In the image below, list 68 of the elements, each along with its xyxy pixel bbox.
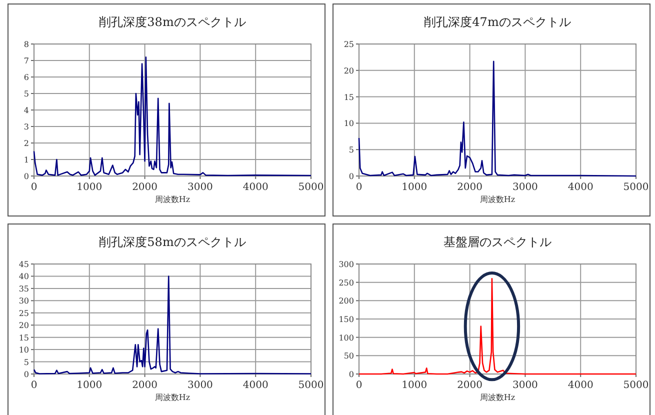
x-tick-label: 0 (356, 380, 362, 391)
y-tick-label: 10 (18, 346, 29, 355)
y-tick-label: 30 (18, 296, 29, 306)
y-tick-label: 20 (18, 321, 29, 330)
y-tick-label: 200 (338, 296, 354, 306)
y-tick-label: 3 (24, 122, 29, 132)
x-tick-label: 0 (30, 182, 38, 193)
x-tick-label: 0 (356, 182, 362, 193)
x-tick-label: 1000 (402, 380, 428, 391)
y-tick-label: 0 (348, 172, 354, 181)
y-tick-label: 7 (24, 56, 29, 66)
x-tick-label: 2000 (457, 182, 483, 193)
x-tick-label: 4000 (568, 380, 594, 391)
line-series (358, 60, 637, 177)
x-tick-label: 1000 (76, 380, 102, 391)
y-tick-label: 35 (18, 284, 29, 294)
x-axis-title: 周波数Hz (480, 195, 516, 204)
x-tick-label: 4000 (242, 182, 268, 193)
chart-title: 基盤層のスペクトル (444, 235, 552, 249)
x-tick-label: 5000 (623, 380, 649, 391)
y-tick-label: 5 (24, 90, 29, 98)
x-tick-label: 4000 (242, 380, 268, 391)
y-tick-label: 20 (344, 66, 354, 76)
y-tick-label: 5 (24, 358, 29, 367)
chart-title: 削孔深度47mのスペクトル (424, 15, 571, 29)
x-tick-label: 3000 (512, 182, 538, 193)
y-tick-label: 4 (24, 106, 29, 115)
x-tick-label: 3000 (187, 182, 213, 193)
y-tick-label: 50 (344, 352, 354, 361)
x-tick-label: 5000 (623, 182, 649, 193)
y-tick-label: 10 (344, 119, 354, 128)
y-tick-label: 100 (338, 333, 354, 342)
y-tick-label: 0 (348, 370, 354, 379)
x-tick-label: 2000 (132, 182, 158, 193)
y-tick-label: 1 (24, 156, 29, 164)
y-tick-label: 0 (24, 172, 29, 181)
x-tick-label: 1000 (76, 182, 102, 193)
x-tick-label: 2000 (457, 380, 483, 391)
y-tick-label: 300 (338, 260, 354, 269)
x-tick-label: 1000 (402, 182, 428, 193)
y-tick-label: 250 (338, 278, 354, 288)
x-tick-label: 5000 (298, 182, 324, 193)
y-tick-label: 15 (18, 333, 29, 342)
y-tick-label: 45 (18, 260, 29, 269)
x-tick-label: 3000 (512, 380, 538, 391)
x-axis-title: 周波数Hz (480, 393, 516, 402)
x-tick-label: 3000 (187, 380, 213, 391)
y-tick-label: 2 (24, 139, 29, 148)
x-tick-label: 4000 (568, 182, 594, 193)
x-axis-title: 周波数Hz (154, 195, 190, 204)
y-tick-label: 40 (18, 272, 29, 282)
y-tick-label: 150 (338, 315, 354, 324)
x-tick-label: 0 (30, 380, 38, 391)
y-tick-label: 0 (24, 370, 29, 379)
y-tick-label: 5 (348, 146, 354, 155)
line-series (33, 56, 312, 176)
chart-title: 削孔深度58mのスペクトル (99, 235, 246, 249)
y-tick-label: 15 (344, 92, 354, 102)
y-tick-label: 6 (24, 73, 29, 82)
y-tick-label: 25 (344, 40, 354, 49)
x-tick-label: 2000 (132, 380, 158, 391)
y-tick-label: 25 (18, 308, 29, 318)
line-series (358, 278, 637, 375)
x-tick-label: 5000 (298, 380, 324, 391)
y-tick-label: 8 (24, 40, 29, 49)
chart-title: 削孔深度38mのスペクトル (99, 15, 246, 29)
line-series (33, 276, 312, 374)
x-axis-title: 周波数Hz (154, 393, 190, 402)
